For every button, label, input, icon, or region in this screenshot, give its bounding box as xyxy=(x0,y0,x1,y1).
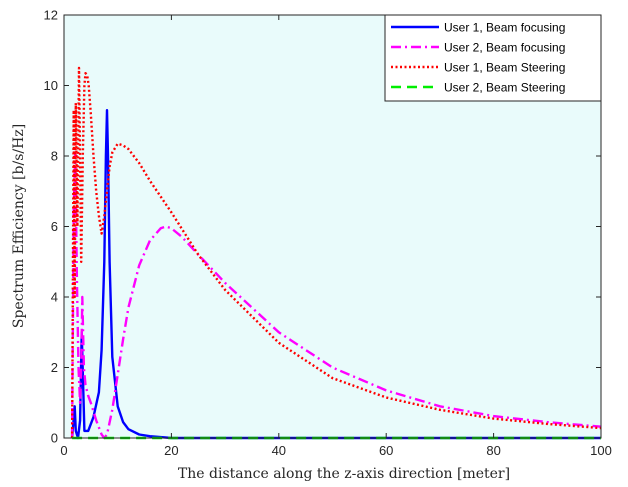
y-axis-label: Spectrum Efficiency [b/s/Hz] xyxy=(11,124,27,328)
y-tick-label: 0 xyxy=(51,431,58,446)
x-tick-label: 20 xyxy=(164,443,178,458)
legend-entry-2: User 2, Beam focusing xyxy=(444,41,565,55)
x-tick-label: 100 xyxy=(590,443,612,458)
y-tick-label: 8 xyxy=(51,149,58,164)
series-line-2 xyxy=(70,151,602,440)
y-tick-label: 4 xyxy=(51,290,58,305)
y-tick-label: 12 xyxy=(44,8,58,23)
x-tick-label: 0 xyxy=(60,443,67,458)
legend-entry-4: User 2, Beam Steering xyxy=(444,81,565,95)
x-tick-label: 60 xyxy=(379,443,393,458)
series-line-3 xyxy=(70,66,602,439)
y-tick-label: 6 xyxy=(51,219,58,234)
y-tick-label: 2 xyxy=(51,360,58,375)
legend-entry-3: User 1, Beam Steering xyxy=(444,61,565,75)
x-tick-label: 40 xyxy=(272,443,286,458)
x-axis-label: The distance along the z-axis direction … xyxy=(178,466,510,482)
x-tick-label: 80 xyxy=(486,443,500,458)
legend-box xyxy=(384,14,602,102)
y-tick-label: 10 xyxy=(44,78,58,93)
legend-entry-1: User 1, Beam focusing xyxy=(444,21,565,35)
